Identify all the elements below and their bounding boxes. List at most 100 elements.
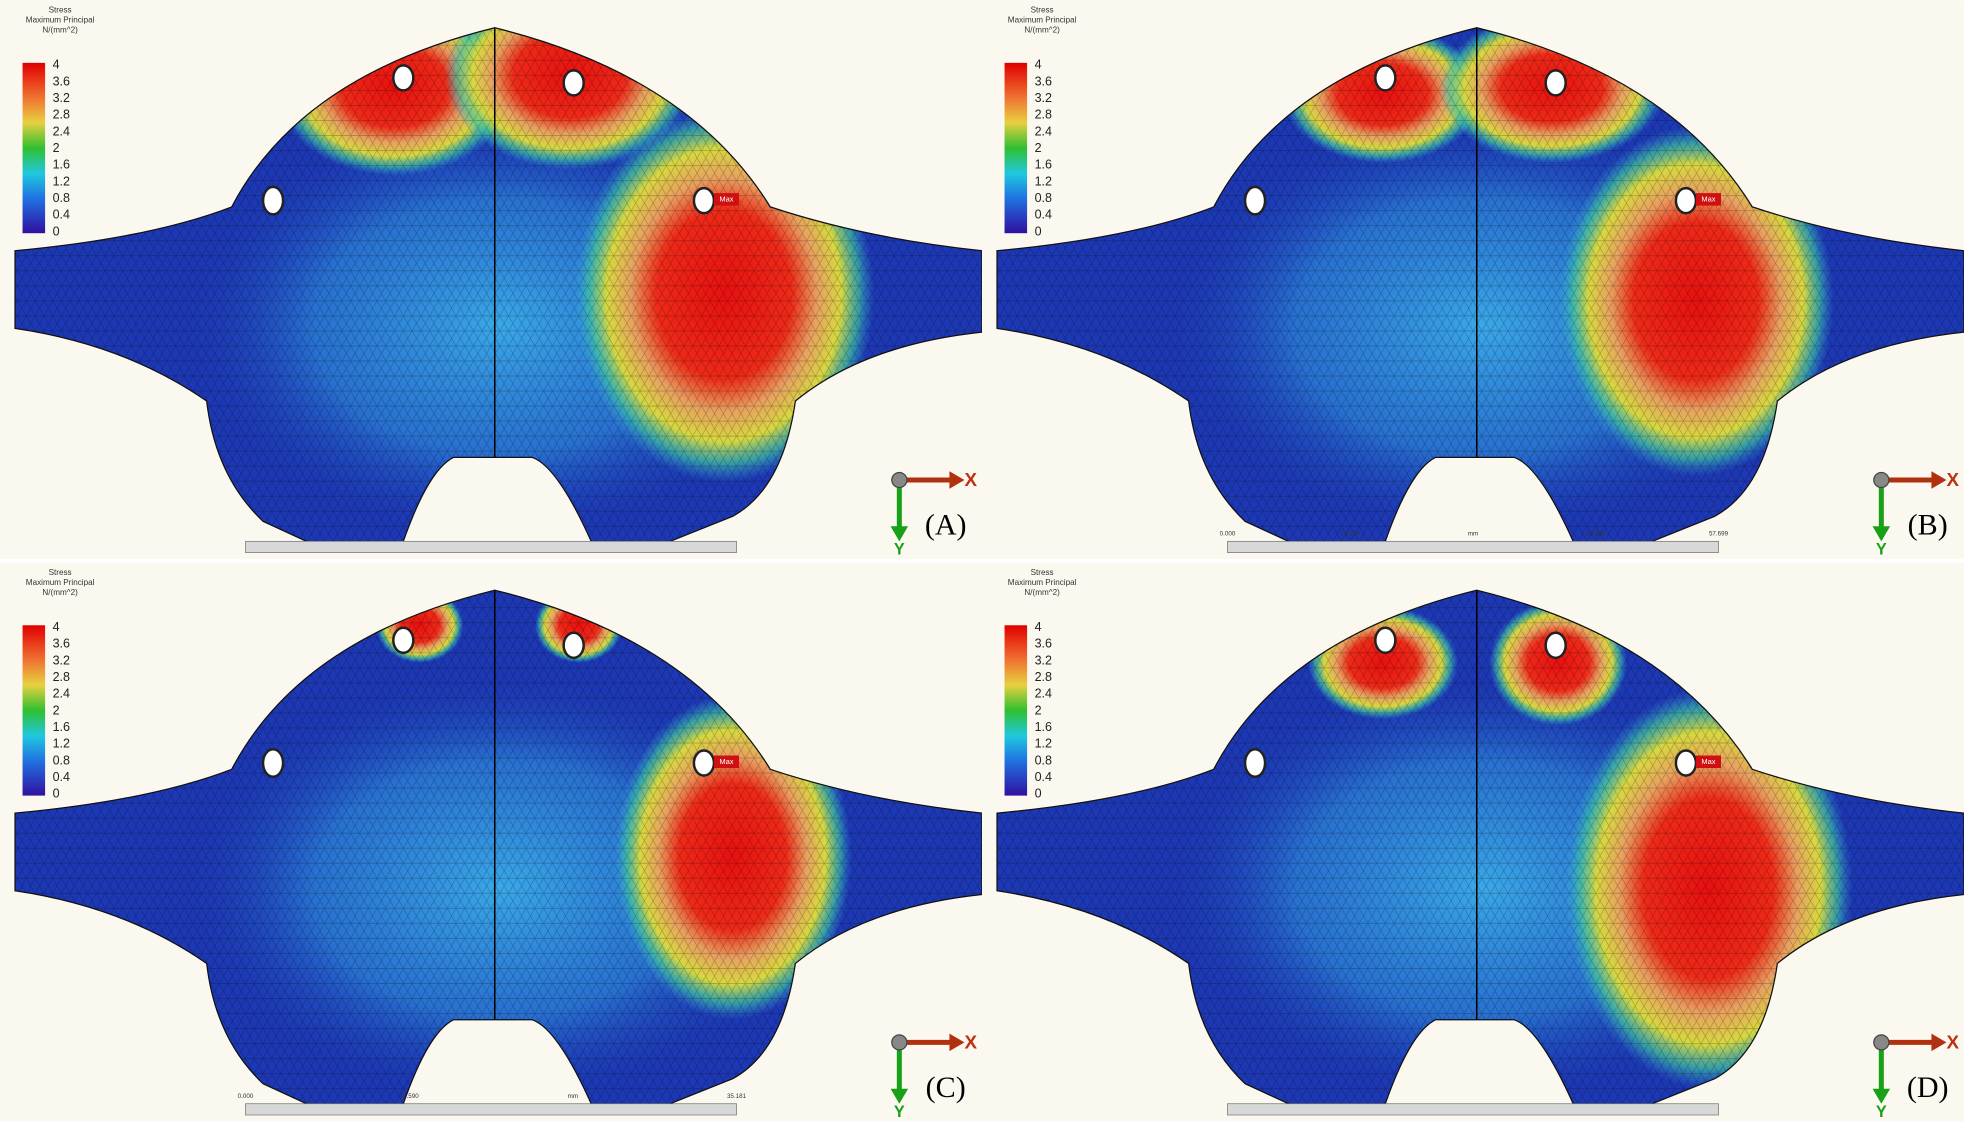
x-axis-label: X xyxy=(1946,1032,1959,1053)
legend-title: N/(mm^2) xyxy=(42,25,78,34)
legend-tick-label: 0.8 xyxy=(1035,191,1052,205)
scale-bar-label: 35.181 xyxy=(727,1093,747,1100)
scale-bar xyxy=(1227,1103,1719,1116)
legend-title: Stress xyxy=(49,568,72,577)
legend-tick-label: 3.2 xyxy=(1035,653,1052,667)
y-arrow-head xyxy=(890,526,909,542)
legend-title: Maximum Principal xyxy=(1008,578,1077,587)
legend-tick-label: 3.6 xyxy=(53,74,70,88)
x-arrow-head xyxy=(1931,471,1947,489)
screw-hole xyxy=(1374,626,1397,655)
mesh xyxy=(15,590,983,1114)
legend-tick-label: 4 xyxy=(53,58,60,72)
max-marker: Max xyxy=(719,757,733,766)
legend-title: Maximum Principal xyxy=(26,15,95,24)
x-axis-label: X xyxy=(1946,469,1959,490)
legend-tick-label: 0 xyxy=(53,224,60,238)
max-marker-box xyxy=(713,755,740,769)
screw-hole xyxy=(1674,749,1698,777)
legend-title: N/(mm^2) xyxy=(1024,25,1060,34)
panel-label: (B) xyxy=(1908,507,1948,541)
model xyxy=(997,27,1964,552)
x-arrow-head xyxy=(949,1033,965,1052)
legend-tick-label: 0 xyxy=(1035,224,1042,238)
legend-tick-label: 1.2 xyxy=(1035,174,1052,188)
legend-tick-label: 2 xyxy=(1035,141,1042,155)
legend-tick-label: 3.6 xyxy=(53,637,70,651)
legend-tick-label: 3.6 xyxy=(1035,74,1052,88)
legend-tick-label: 2 xyxy=(53,703,60,717)
axis-origin xyxy=(1873,1034,1890,1051)
scale-bar-label: 38.466 xyxy=(1586,530,1606,537)
legend-tick-label: 3.2 xyxy=(53,653,70,667)
y-axis-label: Y xyxy=(1876,540,1887,558)
axis-origin xyxy=(1873,471,1890,489)
x-axis-label: X xyxy=(964,469,977,490)
screw-hole xyxy=(261,185,285,216)
panel-label: (C) xyxy=(926,1070,966,1104)
scale-bar-label: 0.000 xyxy=(238,1093,254,1100)
legend-tick-label: 0.4 xyxy=(53,770,70,784)
legend-tick-label: 1.2 xyxy=(53,737,70,751)
color-bar xyxy=(22,62,46,234)
model-outline xyxy=(14,27,983,553)
y-axis-label: Y xyxy=(1876,1103,1887,1121)
scale-bar-label: mm xyxy=(1468,530,1478,537)
legend-tick-label: 3.2 xyxy=(1035,91,1052,105)
legend-tick-label: 3.2 xyxy=(53,91,70,105)
legend-tick-label: 0 xyxy=(53,787,60,801)
scale-bar xyxy=(245,1103,737,1116)
y-arrow-head xyxy=(1872,526,1891,542)
screw-hole xyxy=(1544,69,1567,97)
panel-label: (D) xyxy=(1907,1070,1949,1104)
scale-bar xyxy=(1227,540,1719,553)
max-marker: Max xyxy=(1701,757,1715,766)
legend-tick-label: 2 xyxy=(1035,703,1042,717)
legend-tick-label: 0.4 xyxy=(53,208,70,222)
legend-tick-label: 2.8 xyxy=(1035,108,1052,122)
y-arrow-head xyxy=(1872,1088,1891,1104)
scale-bar-label: 57.699 xyxy=(1709,530,1729,537)
screw-hole xyxy=(1243,185,1267,216)
scale-bar-label: 17.590 xyxy=(400,1093,420,1100)
legend-tick-label: 4 xyxy=(1035,620,1042,634)
legend-tick-label: 1.2 xyxy=(1035,737,1052,751)
x-arrow-head xyxy=(949,471,965,489)
legend-tick-label: 1.2 xyxy=(53,174,70,188)
y-axis-label: Y xyxy=(894,540,905,558)
legend-title: Stress xyxy=(1031,5,1054,14)
mesh xyxy=(997,27,1964,552)
legend-tick-label: 2 xyxy=(53,141,60,155)
legend-tick-label: 0.8 xyxy=(1035,753,1052,767)
screw-hole xyxy=(392,626,415,655)
color-bar xyxy=(1004,625,1028,796)
axis-origin xyxy=(891,471,908,489)
legend-tick-label: 2.8 xyxy=(53,108,70,122)
screw-hole xyxy=(562,69,585,97)
legend-tick-label: 4 xyxy=(1035,58,1042,72)
model-outline xyxy=(996,27,1964,553)
max-marker-box xyxy=(1695,755,1722,769)
model-outline xyxy=(996,589,1964,1115)
legend-tick-label: 0.8 xyxy=(53,753,70,767)
legend-tick-label: 0.4 xyxy=(1035,770,1052,784)
legend-tick-label: 1.6 xyxy=(1035,720,1052,734)
legend-tick-label: 0.4 xyxy=(1035,208,1052,222)
y-arrow-head xyxy=(890,1088,909,1104)
legend-tick-label: 2.4 xyxy=(1035,687,1052,701)
max-marker: Max xyxy=(1701,194,1715,203)
max-marker-box xyxy=(713,193,740,206)
scale-bar-label: 0.000 xyxy=(1220,530,1236,537)
max-marker-box xyxy=(1695,193,1722,206)
legend-tick-label: 1.6 xyxy=(53,720,70,734)
legend-tick-label: 3.6 xyxy=(1035,637,1052,651)
legend-tick-label: 1.6 xyxy=(53,158,70,172)
legend-tick-label: 2.8 xyxy=(1035,670,1052,684)
x-arrow-head xyxy=(1931,1033,1947,1052)
model xyxy=(15,27,983,552)
legend-tick-label: 2.4 xyxy=(1035,124,1052,138)
